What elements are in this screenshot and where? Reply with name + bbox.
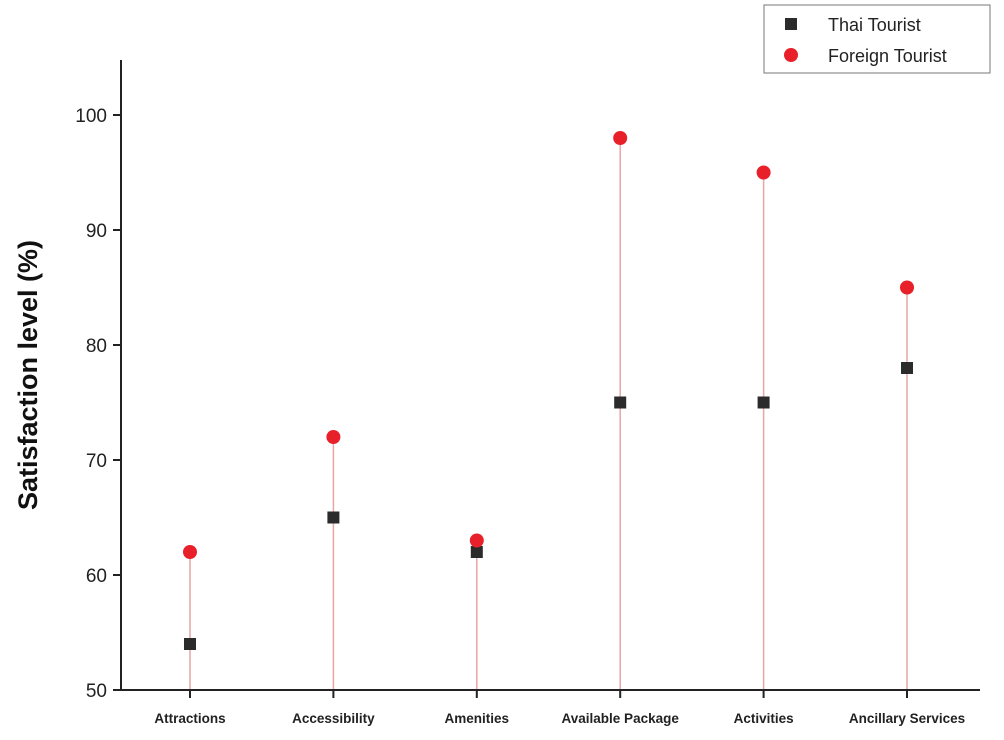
foreign-tourist-point (469, 533, 484, 548)
foreign-tourist-point (900, 280, 914, 295)
y-tick-label: 50 (86, 681, 107, 702)
x-tick-label: Attractions (154, 711, 225, 726)
x-tick-label: Accessibility (292, 711, 375, 726)
thai-tourist-point (757, 396, 770, 409)
legend-box (763, 4, 991, 74)
thai-tourist-point (901, 362, 913, 374)
legend-square-icon (785, 18, 797, 30)
y-tick-label: 70 (86, 451, 107, 472)
legend-label: Foreign Tourist (828, 46, 947, 66)
x-tick-label: Ancillary Services (849, 711, 965, 726)
x-tick-label: Amenities (445, 711, 510, 726)
y-tick-label: 80 (86, 336, 107, 357)
x-tick-label: Available Package (562, 711, 680, 726)
x-tick-label: Activities (734, 711, 794, 726)
foreign-tourist-point (326, 430, 341, 444)
y-tick-label: 100 (75, 106, 107, 127)
axes (120, 60, 980, 691)
y-axis-title: Satisfaction level (%) (13, 240, 43, 510)
thai-tourist-point (470, 546, 483, 558)
y-tick-label: 90 (86, 221, 107, 242)
foreign-tourist-point (183, 545, 197, 559)
thai-tourist-point (327, 511, 340, 524)
y-tick-label: 60 (86, 566, 107, 587)
foreign-tourist-point (756, 165, 771, 180)
x-ticks: Attractions Accessibility Amenities Availab… (154, 690, 965, 726)
legend-circle-icon (784, 48, 798, 62)
legend-label: Thai Tourist (828, 15, 921, 35)
foreign-tourist-point (613, 131, 628, 145)
drop-lines (189, 138, 908, 690)
legend: Thai Tourist Foreign Tourist (763, 4, 991, 74)
y-ticks: 50 60 70 80 90 100 (75, 106, 121, 702)
thai-tourist-point (614, 396, 627, 409)
thai-tourist-point (184, 638, 196, 650)
markers (183, 131, 914, 650)
